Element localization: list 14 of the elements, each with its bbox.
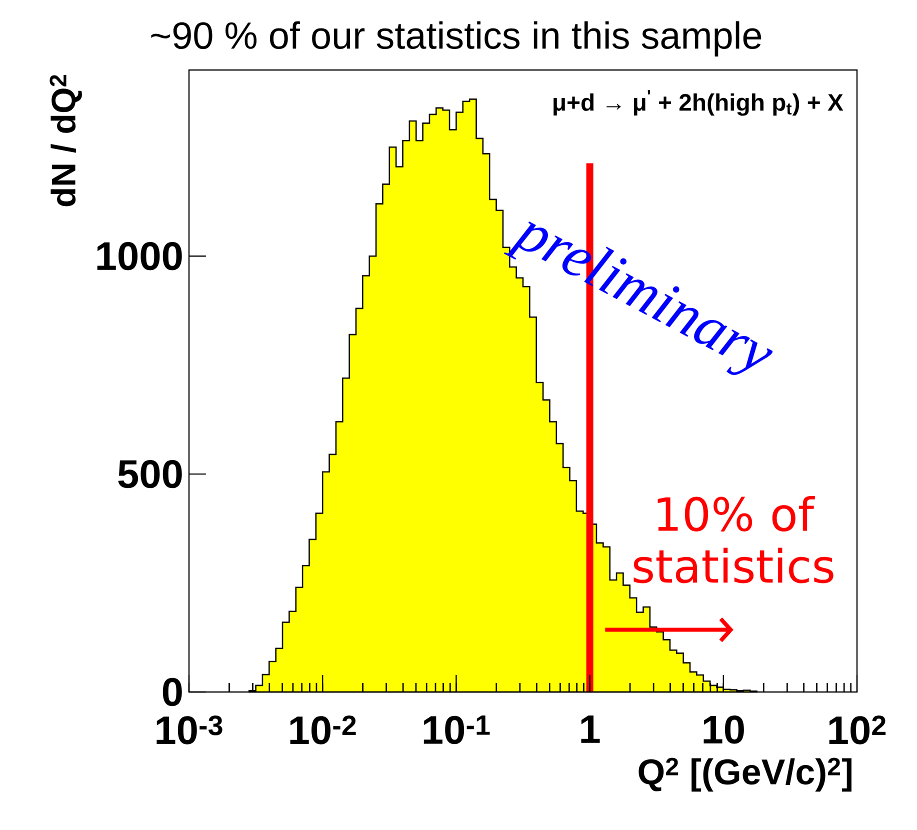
x-tick-label: 10$^{-1}$	[424, 716, 490, 744]
x-tick-label: 10$^{-2}$	[290, 716, 356, 744]
x-tick-label: 10$^{-3}$	[156, 716, 222, 744]
x-tick-label: 10$^{2}$	[829, 716, 886, 744]
x-tick-label: 1	[581, 716, 600, 743]
y-tick-label: 0	[162, 678, 182, 706]
x-tick-label: 10	[704, 716, 744, 744]
annotation: 10% of statistics	[634, 496, 834, 584]
y-tick-label: 500	[118, 460, 182, 488]
chart-title: ~90 % of our statistics in this sample	[151, 21, 762, 56]
y-axis-title: dN / dQ$^{2}$	[50, 74, 82, 206]
y-tick-label: 1000	[97, 242, 182, 270]
x-axis-title: Q$^{2}$ [(GeV/c)$^{2}$]	[638, 758, 852, 792]
annotation: μ+d → μ$^{'}$ + 2h(high p$_{t}$) + X	[554, 90, 844, 116]
